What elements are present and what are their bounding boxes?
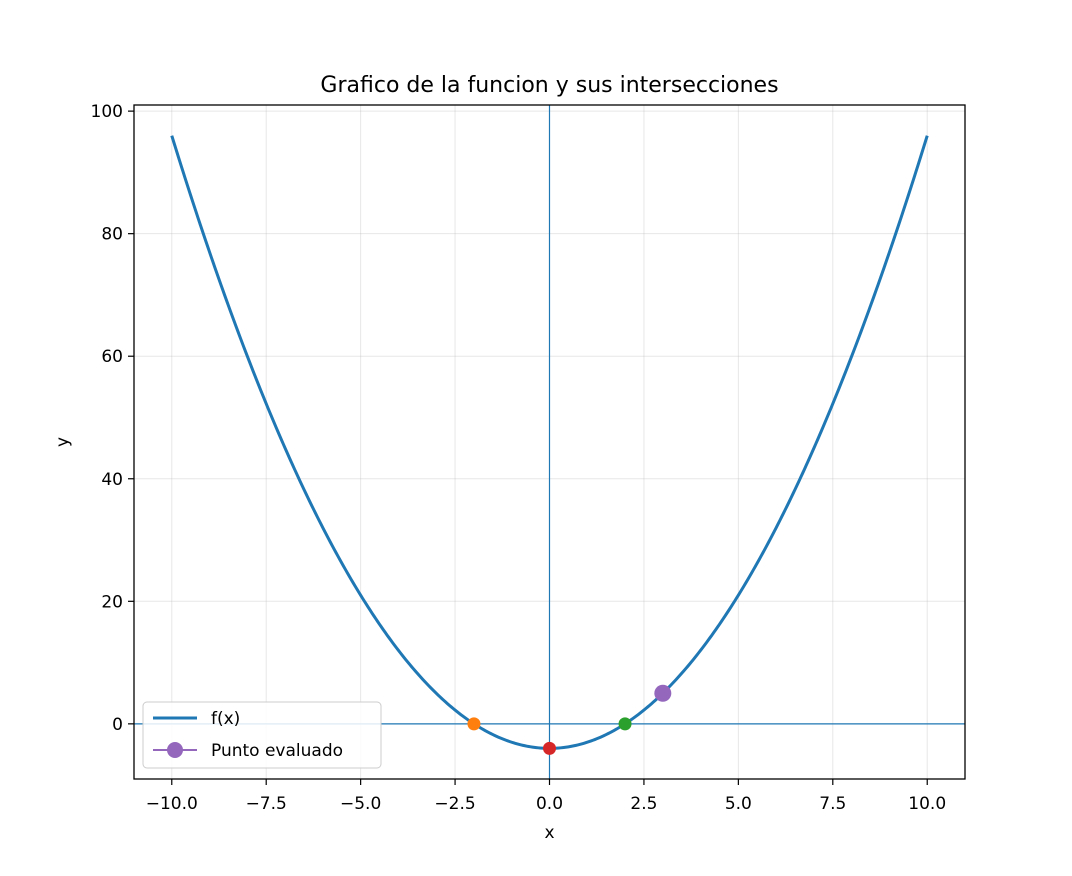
evaluated-point (654, 684, 672, 702)
y-tick-label: 20 (101, 592, 123, 612)
x-axis-label: x (544, 823, 554, 843)
x-tick-label: 2.5 (630, 794, 657, 814)
chart-title: Grafico de la funcion y sus interseccion… (320, 73, 778, 98)
x-tick-label: −10.0 (146, 794, 198, 814)
legend-label-fx: f(x) (211, 709, 240, 729)
x-tick-label: −2.5 (434, 794, 475, 814)
x-tick-label: −5.0 (340, 794, 381, 814)
intersection-point (618, 717, 632, 731)
legend-label-evaluated: Punto evaluado (211, 741, 343, 761)
x-tick-label: 0.0 (536, 794, 563, 814)
y-tick-label: 80 (101, 225, 123, 245)
y-axis-label: y (53, 437, 73, 447)
ticks-layer: −10.0 −7.5 −5.0 −2.5 0.0 2.5 5.0 7.5 10.0 0 20 40 60… (91, 102, 947, 814)
legend-box (142, 701, 382, 769)
legend-marker-evaluated (167, 742, 183, 758)
x-tick-label: 5.0 (725, 794, 752, 814)
x-tick-label: −7.5 (246, 794, 287, 814)
intersection-point (543, 741, 556, 755)
y-tick-label: 100 (91, 102, 123, 122)
intersection-point (467, 717, 481, 731)
x-tick-label: 10.0 (908, 794, 946, 814)
points-layer (467, 684, 672, 755)
legend: f(x) Punto evaluado (142, 701, 382, 769)
y-tick-label: 40 (101, 470, 123, 490)
y-tick-label: 60 (101, 347, 123, 367)
y-tick-label: 0 (112, 715, 123, 735)
x-tick-label: 7.5 (819, 794, 846, 814)
